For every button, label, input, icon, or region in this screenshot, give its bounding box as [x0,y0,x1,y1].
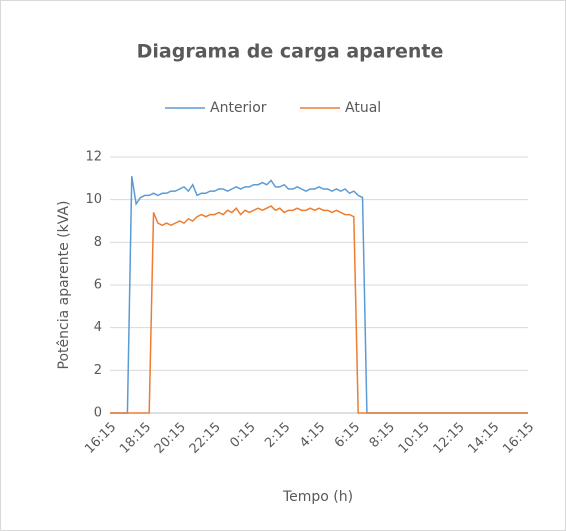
x-axis-label: Tempo (h) [282,489,353,505]
y-tick-label: 10 [85,192,102,207]
y-tick-label: 8 [94,235,102,250]
y-tick-label: 2 [94,363,102,378]
y-axis-label: Potência aparente (kVA) [56,201,72,370]
chart-title: Diagrama de carga aparente [137,41,444,63]
legend-label: Anterior [210,100,267,116]
y-tick-label: 0 [94,406,102,421]
y-tick-label: 12 [85,150,102,165]
y-tick-label: 6 [94,278,102,293]
series-line [110,205,528,414]
legend-label: Atual [345,100,381,116]
y-tick-label: 4 [94,320,102,335]
